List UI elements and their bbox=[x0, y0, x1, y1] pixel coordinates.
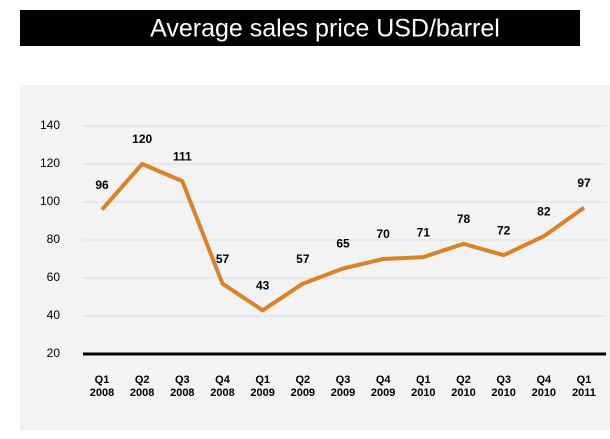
x-tick-label-line: Q1 bbox=[255, 374, 270, 386]
x-tick-label: Q1 2011 bbox=[572, 374, 596, 399]
x-tick-label-line: Q3 bbox=[175, 374, 190, 386]
x-tick-label-line: 2009 bbox=[250, 387, 274, 399]
data-label: 65 bbox=[336, 237, 350, 251]
y-tick-label: 140 bbox=[40, 118, 60, 132]
x-tick-label-line: Q3 bbox=[336, 374, 351, 386]
x-tick-label: Q2 2009 bbox=[291, 374, 315, 399]
x-tick-label-line: Q2 bbox=[135, 374, 150, 386]
x-tick-label-line: Q2 bbox=[456, 374, 471, 386]
data-label: 43 bbox=[256, 278, 270, 292]
plot-panel bbox=[20, 85, 610, 430]
x-tick-label: Q3 2009 bbox=[331, 374, 355, 399]
data-label: 96 bbox=[95, 178, 109, 192]
y-tick-label: 120 bbox=[40, 156, 60, 170]
data-label: 72 bbox=[497, 223, 511, 237]
x-tick-label: Q2 2010 bbox=[451, 374, 475, 399]
x-tick-label-line: 2010 bbox=[532, 387, 556, 399]
y-tick-label: 60 bbox=[47, 270, 61, 284]
x-tick-label: Q3 2010 bbox=[491, 374, 515, 399]
data-label: 70 bbox=[376, 227, 390, 241]
x-tick-label-line: Q3 bbox=[496, 374, 511, 386]
y-tick-label: 80 bbox=[47, 232, 61, 246]
data-label: 57 bbox=[216, 252, 230, 266]
chart-title: Average sales price USD/barrel bbox=[150, 15, 500, 43]
y-tick-label: 40 bbox=[47, 308, 61, 322]
y-tick-label: 100 bbox=[40, 194, 60, 208]
x-tick-label: Q3 2008 bbox=[170, 374, 194, 399]
x-tick-label: Q4 2008 bbox=[210, 374, 234, 399]
data-label: 82 bbox=[537, 204, 551, 218]
data-label: 71 bbox=[417, 225, 431, 239]
data-label: 57 bbox=[296, 252, 310, 266]
x-tick-label: Q1 2010 bbox=[411, 374, 435, 399]
x-tick-label-line: Q1 bbox=[416, 374, 431, 386]
x-tick-label: Q1 2009 bbox=[250, 374, 274, 399]
x-tick-label-line: 2008 bbox=[170, 387, 194, 399]
x-tick-label-line: Q4 bbox=[536, 374, 552, 386]
x-tick-label-line: 2009 bbox=[291, 387, 315, 399]
x-tick-label: Q2 2008 bbox=[130, 374, 154, 399]
data-label: 120 bbox=[132, 132, 152, 146]
x-tick-label-line: Q4 bbox=[376, 374, 392, 386]
x-tick-label-line: 2009 bbox=[371, 387, 395, 399]
x-tick-label-line: 2011 bbox=[572, 387, 596, 399]
line-series bbox=[100, 162, 586, 313]
x-tick-label: Q4 2010 bbox=[532, 374, 556, 399]
x-tick-label-line: 2010 bbox=[451, 387, 475, 399]
x-tick-label-line: Q1 bbox=[577, 374, 592, 386]
x-tick-label-line: 2008 bbox=[210, 387, 234, 399]
x-tick-label-line: 2010 bbox=[491, 387, 515, 399]
data-label: 97 bbox=[577, 176, 591, 190]
x-tick-label: Q1 2008 bbox=[90, 374, 114, 399]
x-tick-label-line: 2009 bbox=[331, 387, 355, 399]
x-tick-label-line: Q1 bbox=[95, 374, 110, 386]
y-tick-label: 20 bbox=[47, 346, 61, 360]
x-tick-label-line: Q2 bbox=[295, 374, 310, 386]
data-label: 111 bbox=[173, 149, 192, 163]
x-tick-label: Q4 2009 bbox=[371, 374, 395, 399]
x-tick-label-line: 2008 bbox=[90, 387, 114, 399]
x-tick-label-line: Q4 bbox=[215, 374, 231, 386]
x-tick-label-line: 2010 bbox=[411, 387, 435, 399]
title-bar bbox=[20, 10, 580, 46]
x-tick-label-line: 2008 bbox=[130, 387, 154, 399]
data-label: 78 bbox=[457, 212, 471, 226]
